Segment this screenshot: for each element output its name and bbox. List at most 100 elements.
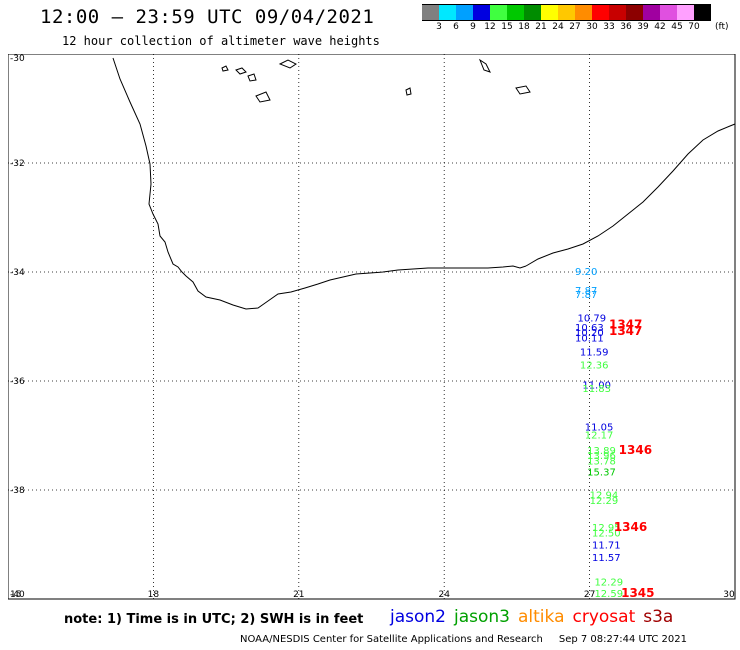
- island-7: [478, 58, 491, 73]
- wave-height-label: 12.17: [585, 431, 614, 442]
- island-2: [235, 67, 247, 75]
- wave-height-label: 12.59: [594, 589, 623, 600]
- wave-height-label: 12.29: [594, 578, 623, 589]
- wave-height-label: 7.87: [575, 290, 597, 301]
- wave-height-label: 13.89: [587, 446, 616, 457]
- legend-label: 33: [603, 22, 615, 32]
- island-3: [247, 73, 257, 82]
- legend-label: 45: [671, 22, 683, 32]
- wave-height-label: 7.87: [575, 286, 597, 297]
- legend-label: 15: [501, 22, 513, 32]
- wave-height-label: 10.11: [575, 333, 604, 344]
- pass-time-label: 1347: [609, 324, 642, 338]
- map-canvas: 15 18 21 24 27 30 -30 -32 -34 -36 -38 -40 9.20 7.877…: [7, 53, 736, 600]
- island-4: [255, 91, 271, 103]
- legend-label: 3: [436, 22, 442, 32]
- wave-height-label: 15.37: [587, 468, 616, 479]
- legend-label: 18: [518, 22, 530, 32]
- island-5: [278, 59, 297, 69]
- satellite-altika: altika: [518, 607, 565, 627]
- legend-label: 9: [470, 22, 476, 32]
- wave-height-label: 11.00: [582, 380, 611, 391]
- wave-height-label: 9.20: [575, 267, 597, 278]
- legend-swatch: [660, 4, 677, 21]
- legend-swatch: [473, 4, 490, 21]
- legend-swatch: [592, 4, 609, 21]
- island-1: [221, 65, 229, 72]
- lon-tick-label: 24: [438, 590, 450, 600]
- satellite-legend: jason2 jason3 altika cryosat s3a: [390, 607, 681, 627]
- coastline: [112, 57, 736, 310]
- wave-height-label: 10.20: [575, 328, 604, 339]
- wave-height-label: 13.78: [587, 457, 616, 468]
- graticule: 15 18 21 24 27 30 -30 -32 -34 -36 -38 -40: [8, 54, 735, 600]
- legend-swatch: [609, 4, 626, 21]
- legend-label: 30: [586, 22, 598, 32]
- wave-height-label: 12.94: [590, 490, 619, 501]
- pass-time-label: 1345: [621, 586, 654, 600]
- lon-tick-label: 27: [584, 590, 595, 600]
- pass-time-label: 1346: [614, 520, 647, 534]
- island-8: [515, 85, 531, 95]
- map-frame: [7, 53, 736, 600]
- lon-tick-label: 18: [148, 590, 160, 600]
- satellite-jason3: jason3: [454, 607, 510, 627]
- legend-label: 39: [637, 22, 649, 32]
- lat-tick-label: -32: [10, 159, 25, 169]
- legend-swatch: [575, 4, 592, 21]
- lat-tick-label: -34: [10, 268, 25, 278]
- lat-tick-label: -30: [10, 54, 25, 64]
- legend-swatch: [439, 4, 456, 21]
- legend-swatch: [507, 4, 524, 21]
- footnote: note: 1) Time is in UTC; 2) SWH is in fe…: [64, 612, 364, 627]
- legend-label: 24: [552, 22, 564, 32]
- legend-swatch: [524, 4, 541, 21]
- legend-swatch: [558, 4, 575, 21]
- generated-timestamp: Sep 7 08:27:44 UTC 2021: [558, 634, 687, 645]
- credit-line: NOAA/NESDIS Center for Satellite Applica…: [240, 634, 543, 645]
- wave-height-label: 11.59: [580, 348, 609, 359]
- wave-height-label: 12.36: [580, 361, 609, 372]
- lat-tick-label: -40: [10, 590, 25, 600]
- wave-height-label: 11.83: [582, 384, 611, 395]
- legend-swatch: [694, 4, 711, 21]
- legend-swatch: [541, 4, 558, 21]
- legend-label: 42: [654, 22, 666, 32]
- legend-label: 21: [535, 22, 547, 32]
- satellite-jason2: jason2: [390, 607, 446, 627]
- wave-height-legend: 3 6 9 12 15 18 21 24 27 30 33 36 39 42 45 70 (ft): [422, 4, 740, 35]
- pass-time-label: 1346: [619, 443, 652, 457]
- legend-swatches: [422, 4, 740, 21]
- legend-swatch: [626, 4, 643, 21]
- footer: NOAA/NESDIS Center for Satellite Applica…: [240, 634, 687, 645]
- legend-swatch: [490, 4, 507, 21]
- map-panel: 15 18 21 24 27 30 -30 -32 -34 -36 -38 -40 9.20 7.87 7…: [7, 53, 736, 600]
- wave-height-label: 12.95: [592, 523, 621, 534]
- lon-tick-label: 21: [293, 590, 304, 600]
- pass-time-label: 1347: [609, 317, 642, 331]
- legend-label: 12: [484, 22, 496, 32]
- lat-tick-label: -36: [10, 377, 25, 387]
- legend-swatch: [422, 4, 439, 21]
- wave-height-label: 10.63: [575, 323, 604, 334]
- lat-tick-label: -38: [10, 486, 25, 496]
- wave-height-label: 11.05: [585, 422, 614, 433]
- wave-height-label: 12.29: [590, 496, 619, 507]
- lon-tick-label: 30: [723, 590, 735, 600]
- satellite-cryosat: cryosat: [572, 607, 636, 627]
- coastline-west: [112, 57, 527, 310]
- legend-label: 36: [620, 22, 632, 32]
- page-title: 12:00 – 23:59 UTC 09/04/2021: [40, 6, 375, 28]
- wave-height-label: 10.79: [577, 313, 606, 324]
- island-6: [405, 87, 412, 96]
- legend-label: 70: [688, 22, 700, 32]
- legend-label: 6: [453, 22, 459, 32]
- wave-height-label: 12.50: [592, 529, 621, 540]
- page-subtitle: 12 hour collection of altimeter wave hei…: [62, 34, 380, 48]
- legend-swatch: [456, 4, 473, 21]
- legend-labels: 3 6 9 12 15 18 21 24 27 30 33 36 39 42 45 70 (ft): [422, 21, 740, 35]
- satellite-s3a: s3a: [643, 607, 674, 627]
- coastline-east: [525, 123, 736, 267]
- legend-swatch: [643, 4, 660, 21]
